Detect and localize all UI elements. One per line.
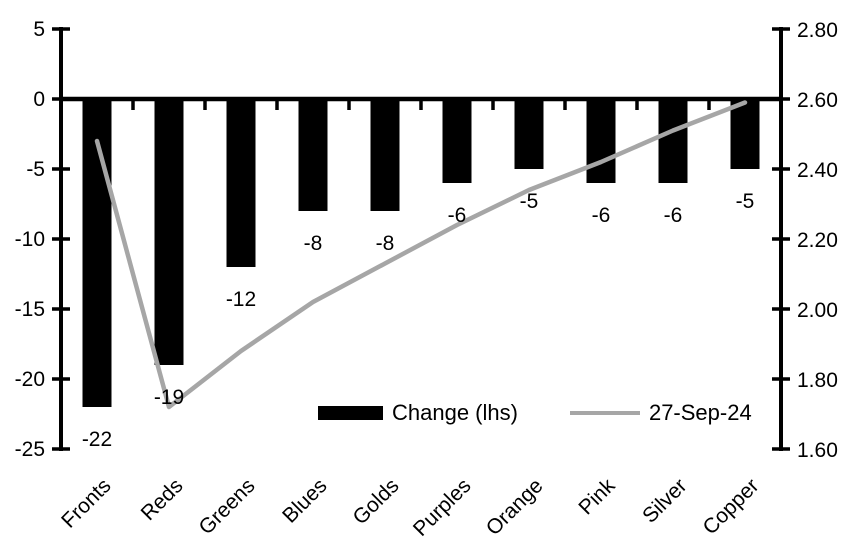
- bar-reds: [154, 99, 184, 365]
- legend: Change (lhs) 27-Sep-24: [318, 398, 752, 428]
- category-label-blues: Blues: [278, 474, 331, 527]
- legend-line-label: 27-Sep-24: [648, 400, 752, 425]
- bar-data-label: -19: [154, 386, 184, 409]
- category-label-orange: Orange: [482, 474, 548, 540]
- category-label-fronts: Fronts: [57, 474, 115, 532]
- category-label-copper: Copper: [699, 474, 764, 539]
- category-label-greens: Greens: [195, 474, 260, 539]
- left-axis-tick-label: -10: [15, 228, 45, 251]
- left-axis-tick-label: 0: [33, 88, 45, 111]
- bar-copper: [730, 99, 760, 169]
- legend-line-swatch: [569, 411, 640, 415]
- right-axis-tick-label: 2.60: [797, 89, 838, 112]
- bar-data-label: -6: [664, 204, 683, 227]
- bar-blues: [298, 99, 328, 211]
- bar-data-label: -8: [376, 232, 395, 255]
- legend-bar-swatch: [318, 406, 383, 420]
- bar-data-label: -12: [226, 288, 256, 311]
- bar-data-label: -8: [304, 232, 323, 255]
- category-label-reds: Reds: [137, 474, 188, 525]
- category-label-purples: Purples: [409, 474, 476, 541]
- left-axis-tick-label: -15: [15, 298, 45, 321]
- bar-data-label: -5: [736, 190, 755, 213]
- left-axis-tick-label: -5: [26, 158, 45, 181]
- bar-data-label: -6: [592, 204, 611, 227]
- bar-pink: [586, 99, 616, 183]
- right-axis-tick-label: 2.20: [797, 229, 838, 252]
- bar-silver: [658, 99, 688, 183]
- right-axis-tick-label: 1.60: [797, 439, 838, 462]
- bar-orange: [514, 99, 544, 169]
- legend-bar-label: Change (lhs): [392, 400, 518, 425]
- left-axis-tick-label: -20: [15, 368, 45, 391]
- left-axis-tick-label: 5: [33, 18, 45, 41]
- category-label-silver: Silver: [638, 474, 691, 527]
- right-axis-tick-label: 2.40: [797, 159, 838, 182]
- bar-fronts: [82, 99, 112, 407]
- bar-golds: [370, 99, 400, 211]
- right-axis-tick-label: 2.80: [797, 19, 838, 42]
- bar-purples: [442, 99, 472, 183]
- category-label-pink: Pink: [574, 474, 620, 520]
- left-axis-tick-label: -25: [15, 438, 45, 461]
- bar-greens: [226, 99, 256, 267]
- category-label-golds: Golds: [348, 474, 403, 529]
- line-series-27-sep-24: [94, 100, 748, 410]
- bar-data-label: -5: [520, 190, 539, 213]
- right-axis-tick-label: 1.80: [797, 369, 838, 392]
- bar-data-label: -22: [82, 428, 112, 451]
- right-axis-tick-label: 2.00: [797, 299, 838, 322]
- bar-data-label: -6: [448, 204, 467, 227]
